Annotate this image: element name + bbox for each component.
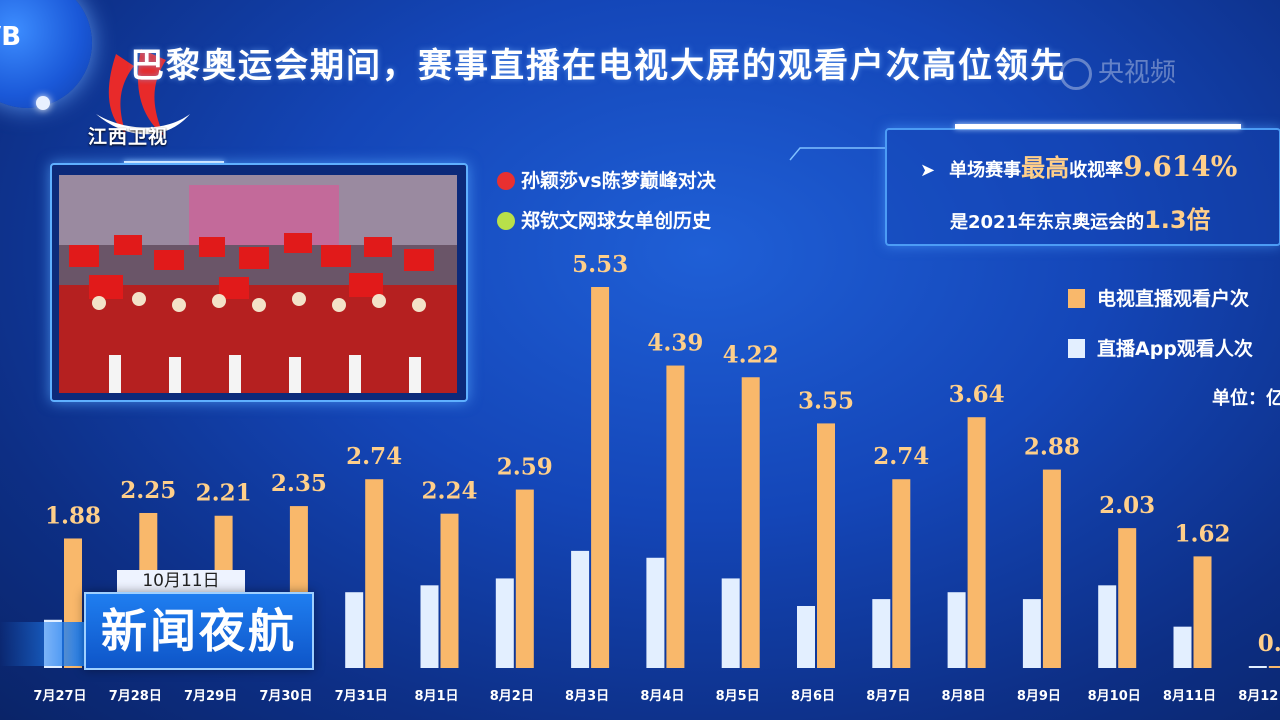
app-bar-12 — [872, 599, 891, 668]
app-bar-7 — [495, 578, 514, 668]
app-bar-17 — [1248, 666, 1267, 668]
photo-frame — [50, 163, 468, 402]
app-bar-13 — [947, 592, 966, 668]
category-label-4: 7月30日 — [259, 689, 312, 704]
value-label-5: 2.74 — [346, 443, 402, 470]
category-label-14: 8月9日 — [1017, 689, 1061, 704]
stat-value: 9.614% — [1123, 150, 1238, 183]
value-label-3: 2.21 — [196, 480, 252, 507]
decorative-dot — [36, 96, 50, 110]
value-label-17: 0.0 — [1258, 630, 1280, 657]
watermark: 央视频 — [1060, 52, 1176, 90]
value-label-10: 4.22 — [723, 341, 779, 368]
date-tag: 10月11日 — [117, 570, 245, 592]
delegation-photo — [59, 175, 457, 393]
legend-label-app: 直播App观看人次 — [1097, 338, 1253, 360]
tv-bar-17 — [1268, 666, 1280, 668]
value-label-6: 2.24 — [421, 478, 477, 505]
value-label-9: 4.39 — [647, 330, 703, 357]
tv-bar-11 — [817, 423, 835, 668]
category-label-2: 7月28日 — [109, 689, 162, 704]
value-label-11: 3.55 — [798, 387, 854, 414]
value-label-2: 2.25 — [120, 477, 176, 504]
watermark-circle-icon — [1060, 57, 1092, 90]
headline: 巴黎奥运会期间，赛事直播在电视大屏的观看户次高位领先 — [130, 46, 1066, 86]
tv-bar-6 — [440, 513, 459, 668]
unit-label: 单位：亿 — [1212, 388, 1280, 409]
value-label-12: 2.74 — [873, 443, 929, 470]
tv-bar-14 — [1042, 469, 1061, 668]
app-bar-6 — [420, 585, 439, 668]
tv-bar-7 — [515, 489, 534, 668]
tv-bar-8 — [591, 287, 610, 668]
category-label-13: 8月8日 — [942, 689, 986, 704]
category-label-3: 7月29日 — [184, 689, 237, 704]
highlight-text-1: 孙颖莎vs陈梦巅峰对决 — [521, 170, 716, 192]
app-bar-15 — [1098, 585, 1117, 668]
legend-item-app: 直播App观看人次 — [1068, 334, 1253, 361]
cvb-logo-text: CVB — [0, 22, 22, 52]
tv-bar-16 — [1193, 556, 1212, 668]
category-label-10: 8月5日 — [716, 689, 760, 704]
stat-ratio: 1.3倍 — [1144, 206, 1211, 234]
app-bar-14 — [1022, 599, 1041, 668]
category-label-17: 8月12日 — [1238, 689, 1280, 704]
stat-line-2: 是2021年东京奥运会的1.3倍 — [950, 200, 1211, 235]
category-label-6: 8月1日 — [414, 689, 458, 704]
stat-box-accent — [955, 124, 1241, 129]
tennis-ball-icon — [497, 212, 515, 230]
tv-bar-12 — [892, 479, 911, 668]
category-label-9: 8月4日 — [640, 689, 684, 704]
lower-third-stripe — [0, 622, 84, 666]
program-title: 新闻夜航 — [84, 592, 314, 670]
tv-bar-15 — [1118, 528, 1137, 668]
app-bar-10 — [721, 578, 740, 668]
category-label-16: 8月11日 — [1163, 689, 1216, 704]
app-bar-9 — [646, 557, 665, 668]
station-logo — [96, 49, 190, 136]
category-label-1: 7月27日 — [33, 689, 86, 704]
legend-label-tv: 电视直播观看户次 — [1097, 288, 1250, 310]
value-label-15: 2.03 — [1099, 492, 1155, 519]
tv-bar-13 — [967, 417, 986, 668]
legend-item-tv: 电视直播观看户次 — [1068, 284, 1249, 311]
value-label-8: 5.53 — [572, 251, 628, 278]
value-label-7: 2.59 — [497, 454, 553, 481]
arrow-icon: ➤ — [920, 160, 936, 181]
stat-comparison: 是2021年东京奥运会的 — [950, 212, 1145, 233]
cvb-logo-disc: CVB — [0, 0, 92, 108]
app-bar-5 — [345, 592, 364, 668]
station-name: 江西卫视 — [88, 126, 169, 148]
stat-emphasis: 最高 — [1021, 154, 1070, 182]
highlight-item-1: 孙颖莎vs陈梦巅峰对决 — [497, 166, 716, 193]
value-label-16: 1.62 — [1174, 520, 1230, 547]
category-label-5: 7月31日 — [335, 689, 388, 704]
category-label-7: 8月2日 — [490, 689, 534, 704]
table-tennis-icon — [497, 172, 515, 190]
highlight-text-2: 郑钦文网球女单创历史 — [521, 210, 712, 232]
watermark-text: 央视频 — [1098, 58, 1177, 88]
app-bar-8 — [571, 550, 590, 668]
legend-swatch-tv — [1068, 289, 1085, 308]
value-label-1: 1.88 — [45, 502, 101, 529]
value-label-13: 3.64 — [949, 381, 1005, 408]
tv-bar-10 — [741, 377, 760, 668]
stat-box — [885, 128, 1280, 246]
app-bar-16 — [1173, 626, 1192, 668]
stat-line-1: ➤ 单场赛事最高收视率9.614% — [920, 148, 1237, 183]
value-label-14: 2.88 — [1024, 434, 1080, 461]
category-label-12: 8月7日 — [866, 689, 910, 704]
tv-bar-5 — [365, 479, 384, 668]
category-label-15: 8月10日 — [1088, 689, 1141, 704]
stat-mid: 收视率 — [1069, 160, 1124, 181]
tv-bar-9 — [666, 365, 685, 668]
value-label-4: 2.35 — [271, 470, 327, 497]
highlight-item-2: 郑钦文网球女单创历史 — [497, 206, 711, 233]
legend-swatch-app — [1068, 339, 1085, 358]
category-label-11: 8月6日 — [791, 689, 835, 704]
stat-prefix: 单场赛事 — [949, 160, 1022, 181]
app-bar-11 — [797, 605, 815, 668]
category-label-8: 8月3日 — [565, 689, 609, 704]
